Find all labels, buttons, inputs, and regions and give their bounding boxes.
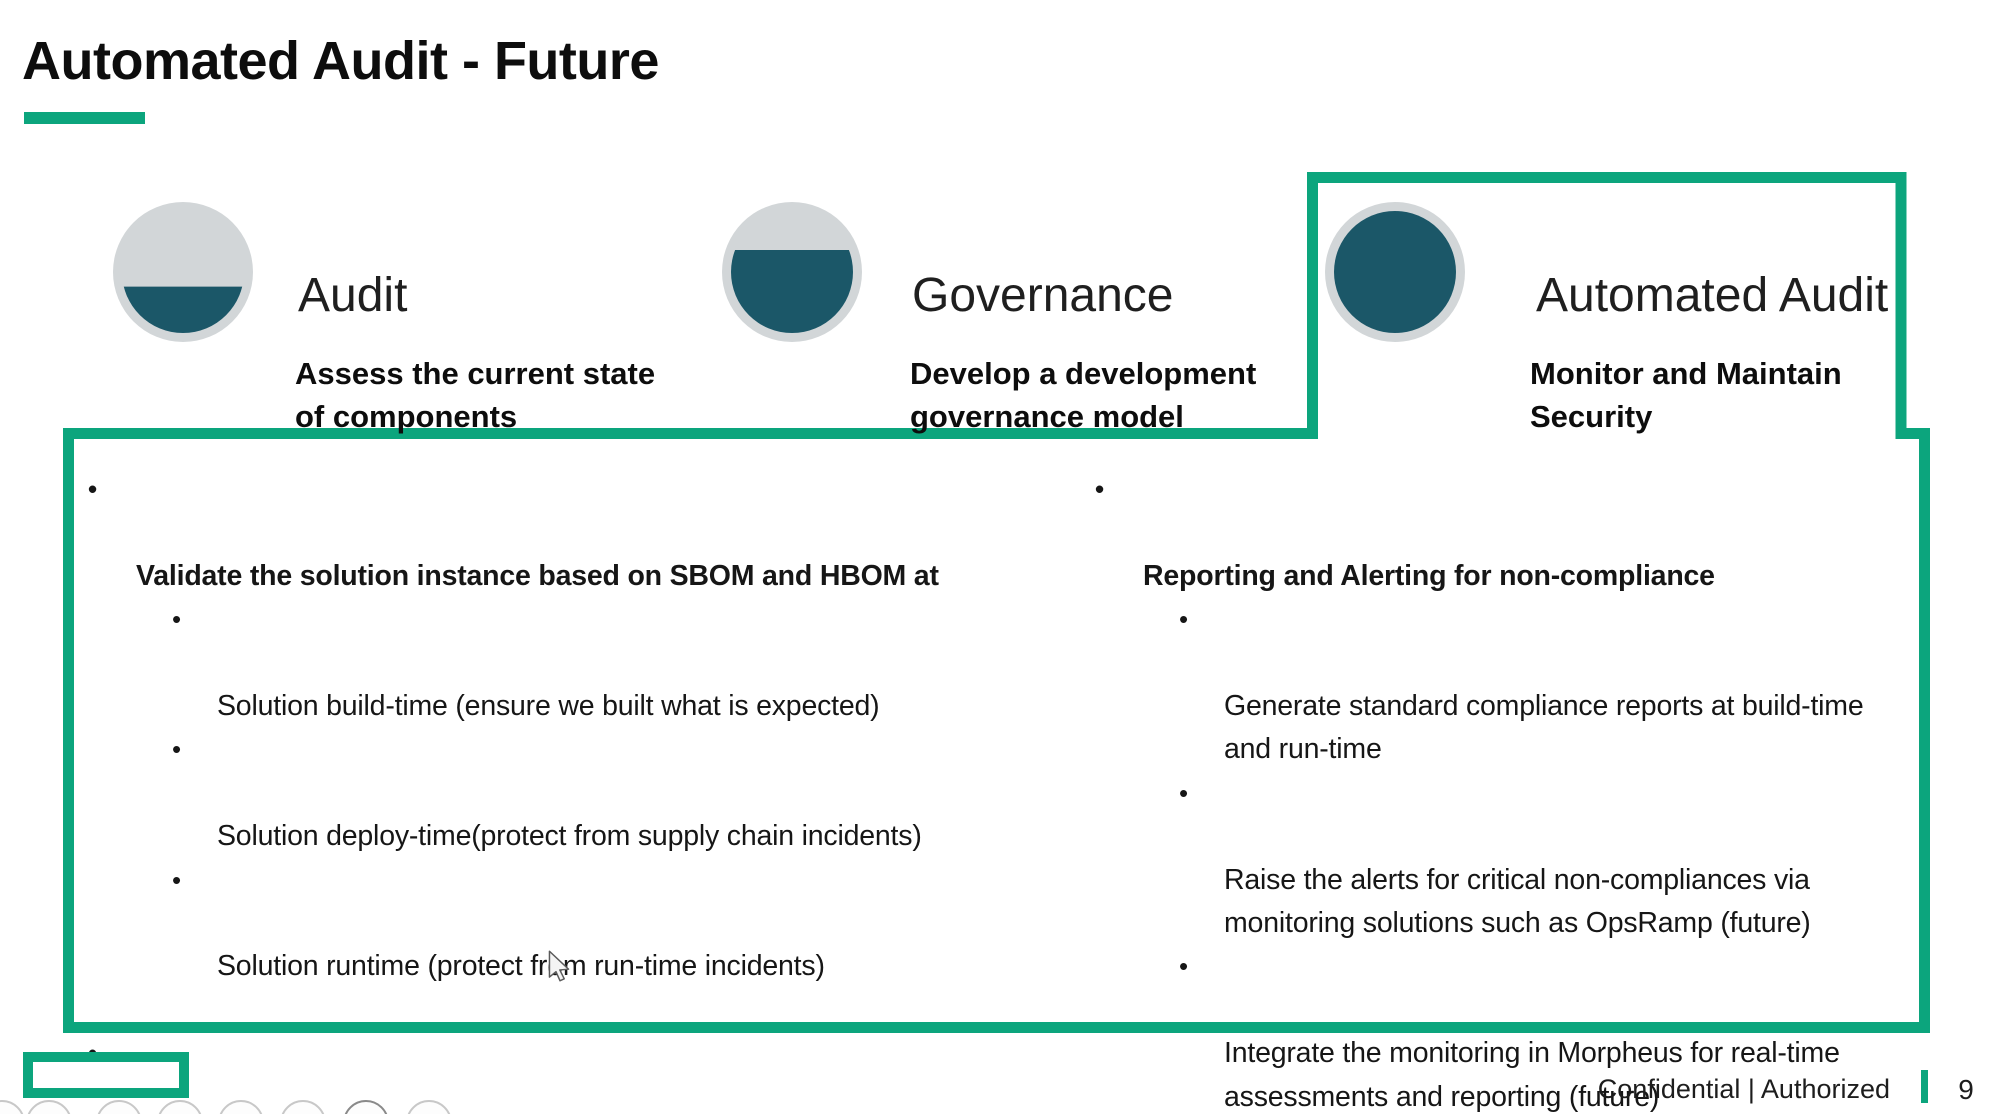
automated-audit-circle-fill — [1334, 211, 1456, 333]
list-item: • Solution deploy-time(protect from supp… — [88, 728, 1038, 858]
bullet-dot: • — [88, 474, 97, 504]
bullet-dot: • — [172, 734, 181, 765]
page-number-accent-bar — [1921, 1070, 1928, 1103]
bullet-text: Solution build-time (ensure we built wha… — [217, 690, 880, 723]
bullet-text: Solution runtime (protect from run-time … — [217, 950, 825, 983]
bullet-list-right: • Reporting and Alerting for non-complia… — [1095, 468, 1925, 1114]
bullet-text: Solution deploy-time(protect from supply… — [217, 820, 922, 853]
list-item: • Raise the alerts for critical non-comp… — [1095, 772, 1925, 946]
list-item: • Generate standard compliance reports a… — [1095, 598, 1925, 772]
bullet-text: Integrate the monitoring in Morpheus for… — [1224, 1037, 1840, 1113]
automated-audit-progress-circle — [1325, 202, 1465, 342]
audit-label: Audit — [298, 269, 408, 322]
bullet-dot: • — [1179, 951, 1188, 982]
audit-circle-fill — [122, 286, 244, 333]
governance-circle-fill — [731, 250, 853, 333]
slide-title: Automated Audit - Future — [22, 31, 659, 91]
confidential-label: Confidential | Authorized — [1597, 1074, 1890, 1104]
page-number: 9 — [1958, 1074, 1974, 1105]
meeting-control-button[interactable] — [26, 1100, 72, 1114]
audit-caption: Assess the current state of components — [295, 356, 656, 434]
list-spacer — [88, 989, 1038, 1032]
hpe-logo-rectangle — [23, 1052, 189, 1098]
governance-progress-circle — [722, 202, 862, 342]
bullet-list-left: • Validate the solution instance based o… — [88, 468, 1038, 1114]
automated-audit-label: Automated Audit — [1536, 269, 1889, 322]
bullet-text: Generate standard compliance reports at … — [1224, 690, 1864, 766]
bullet-text: Validate the solution instance based on … — [136, 559, 939, 592]
audit-progress-circle — [113, 202, 253, 342]
title-accent-bar — [24, 112, 145, 124]
bullet-dot: • — [172, 864, 181, 895]
meeting-control-button[interactable] — [0, 1100, 25, 1114]
bullet-dot: • — [1179, 777, 1188, 808]
mouse-cursor-icon — [548, 950, 570, 982]
list-item: • Solution build-time (ensure we built w… — [88, 598, 1038, 728]
bullet-text: Raise the alerts for critical non-compli… — [1224, 863, 1811, 940]
list-item: • Solution runtime (protect from run-tim… — [88, 859, 1038, 989]
bullet-dot: • — [1179, 604, 1188, 635]
bullet-text: Reporting and Alerting for non-complianc… — [1143, 559, 1715, 592]
bullet-dot: • — [172, 604, 181, 635]
automated-audit-caption: Monitor and Maintain Security — [1530, 356, 1842, 434]
governance-caption: Develop a development governance model — [910, 356, 1257, 434]
bullet-dot: • — [1095, 474, 1104, 504]
list-item: • Validate the solution instance based o… — [88, 468, 1038, 598]
list-item: • Integrate the monitoring in Morpheus f… — [1095, 945, 1925, 1114]
governance-label: Governance — [912, 269, 1174, 322]
list-item: • Reporting and Alerting for non-complia… — [1095, 468, 1925, 598]
